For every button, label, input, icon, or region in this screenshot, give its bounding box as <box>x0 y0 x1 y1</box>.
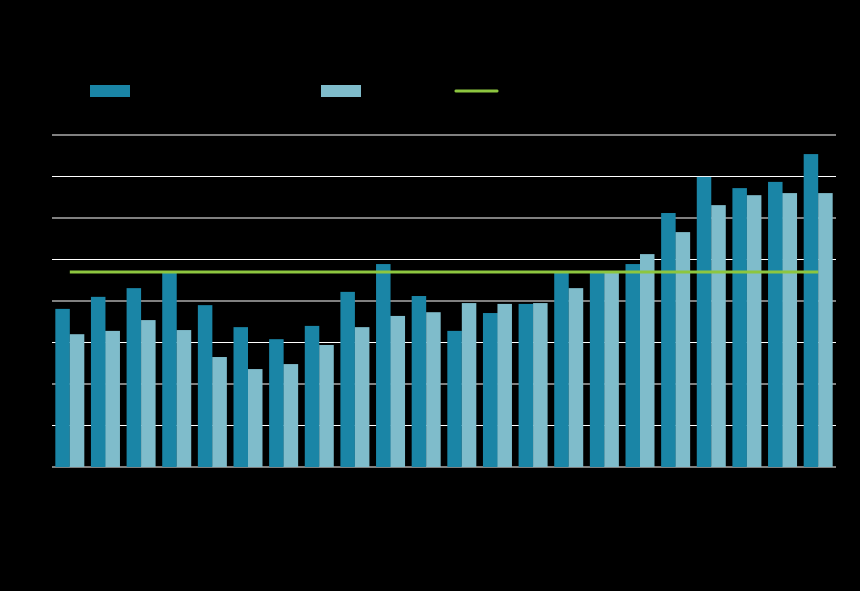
bar <box>69 334 85 467</box>
bar <box>141 320 156 467</box>
bar <box>711 205 726 467</box>
bar <box>803 154 819 467</box>
bar <box>269 339 284 467</box>
bar <box>604 271 619 467</box>
bar <box>661 213 676 467</box>
bar <box>90 296 106 467</box>
bar <box>818 193 833 467</box>
bar <box>176 330 192 467</box>
bar <box>390 315 406 467</box>
bar <box>732 188 747 467</box>
bar <box>625 264 640 467</box>
legend-swatch <box>90 85 130 97</box>
bar <box>675 232 691 467</box>
bar <box>411 296 427 467</box>
bar <box>55 308 70 467</box>
bar <box>447 330 462 467</box>
bar <box>197 305 213 467</box>
bar <box>589 271 605 467</box>
bar <box>376 264 391 467</box>
bar <box>497 303 512 467</box>
bar <box>568 288 584 467</box>
bar <box>233 327 248 467</box>
legend-swatch <box>321 85 361 97</box>
bar <box>212 357 227 467</box>
bar <box>746 195 762 468</box>
bar <box>696 176 712 468</box>
bar <box>768 181 783 467</box>
bar <box>354 327 370 467</box>
bar <box>126 288 142 467</box>
bar <box>283 364 299 467</box>
bar <box>640 254 655 467</box>
bar <box>518 303 534 467</box>
bar <box>426 312 441 467</box>
bar <box>304 325 320 467</box>
bar <box>162 271 177 467</box>
bar <box>554 271 569 467</box>
bar <box>482 313 498 467</box>
bar <box>461 303 477 467</box>
bar <box>319 344 334 467</box>
bar <box>248 369 263 467</box>
bar <box>105 330 120 467</box>
bar <box>340 291 355 467</box>
bar <box>782 193 798 467</box>
bar <box>533 303 548 467</box>
